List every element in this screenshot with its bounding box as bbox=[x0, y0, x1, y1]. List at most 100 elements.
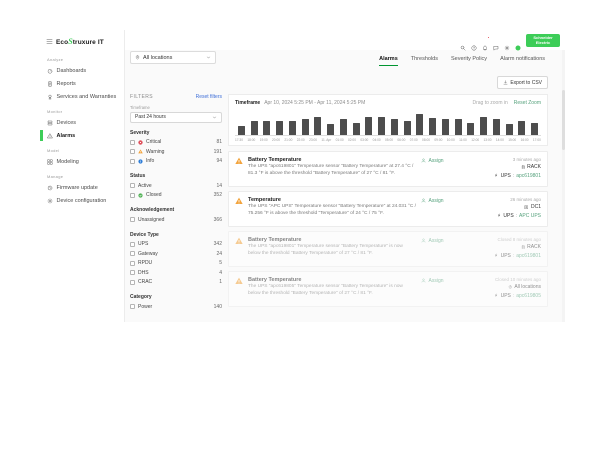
critical-severity-icon bbox=[138, 140, 143, 145]
search-icon[interactable] bbox=[460, 38, 466, 50]
chart-bar bbox=[492, 119, 500, 135]
assign-label: Assign bbox=[428, 157, 444, 164]
device-bolt-icon bbox=[494, 293, 499, 298]
schneider-electric-logo[interactable]: Schneider Electric bbox=[526, 34, 560, 47]
device-link[interactable]: apc619801 bbox=[516, 172, 541, 179]
tab-bar: Alarms Thresholds Severity Policy Alarm not… bbox=[379, 56, 545, 66]
filter-option-ups[interactable]: UPS 342 bbox=[130, 240, 222, 250]
tab-alarm-notifications[interactable]: Alarm notifications bbox=[500, 56, 545, 62]
filter-count: 4 bbox=[219, 269, 222, 276]
sidebar-item-reports[interactable]: Reports bbox=[40, 77, 124, 90]
reset-filters-link[interactable]: Reset filters bbox=[195, 94, 222, 100]
checkbox[interactable] bbox=[130, 139, 135, 145]
assign-button[interactable]: Assign bbox=[421, 238, 485, 261]
alarm-location: All locations bbox=[508, 284, 541, 290]
app-logo: EcoStruxure IT bbox=[40, 30, 124, 51]
checkbox[interactable] bbox=[130, 183, 135, 189]
export-csv-button[interactable]: Export to CSV bbox=[496, 76, 548, 89]
sidebar-item-modeling[interactable]: Modeling bbox=[40, 155, 124, 168]
checkbox[interactable] bbox=[130, 279, 135, 285]
checkbox[interactable] bbox=[130, 241, 135, 247]
chart-x-axis: 17:30 18:00 19:00 20:00 21:00 22:00 23:00 11. A… bbox=[235, 138, 541, 142]
x-tick-label: 11. Apr bbox=[321, 137, 332, 142]
scrollbar-thumb[interactable] bbox=[562, 90, 565, 150]
filter-group-label-status: Status bbox=[130, 173, 146, 179]
assign-button[interactable]: Assign bbox=[421, 158, 485, 181]
sidebar-item-label: Firmware update bbox=[56, 184, 98, 191]
sidebar-section-label-monitor: Monitor bbox=[47, 109, 63, 114]
x-tick-label: 09:00 bbox=[434, 137, 443, 142]
filter-option-power[interactable]: Power 140 bbox=[130, 302, 222, 312]
chart-bar bbox=[518, 120, 526, 135]
chart-bar bbox=[250, 120, 258, 135]
chart-bar bbox=[365, 117, 373, 135]
sidebar-item-device-configuration[interactable]: Device configuration bbox=[40, 194, 124, 207]
checkbox[interactable] bbox=[130, 149, 135, 155]
filter-count: 191 bbox=[213, 148, 222, 155]
alarm-card[interactable]: Battery Temperature The UPS "apc619801" T… bbox=[228, 230, 548, 267]
sidebar-item-label: Services and Warranties bbox=[56, 93, 117, 100]
filter-option-active[interactable]: Active 14 bbox=[130, 181, 222, 191]
help-icon[interactable] bbox=[471, 38, 477, 50]
tab-alarms[interactable]: Alarms bbox=[379, 56, 398, 66]
sidebar-item-services-and-warranties[interactable]: Services and Warranties bbox=[40, 90, 124, 103]
sidebar-item-devices[interactable]: Devices bbox=[40, 116, 124, 129]
notifications-icon[interactable] bbox=[482, 36, 490, 50]
scrollbar[interactable] bbox=[562, 50, 565, 322]
user-avatar-icon[interactable] bbox=[515, 38, 521, 50]
chart-bars-area[interactable] bbox=[235, 110, 541, 136]
assign-button[interactable]: Assign bbox=[421, 198, 485, 221]
alarm-card[interactable]: Battery Temperature The UPS "apc619805" T… bbox=[228, 270, 548, 307]
tab-thresholds[interactable]: Thresholds bbox=[410, 56, 438, 62]
filter-option-warning[interactable]: Warning 191 bbox=[130, 147, 222, 157]
alarm-card[interactable]: Battery Temperature The UPS "apc619801" T… bbox=[228, 150, 548, 187]
filter-count: 366 bbox=[213, 216, 222, 223]
sidebar-item-firmware-update[interactable]: Firmware update bbox=[40, 181, 124, 194]
device-type-label: UPS bbox=[503, 212, 514, 219]
filter-option-dhs[interactable]: DHS 4 bbox=[130, 268, 222, 278]
alarm-card[interactable]: Temperature The UPS "APC UPS" Temperature… bbox=[228, 190, 548, 227]
filter-option-crac[interactable]: CRAC 1 bbox=[130, 278, 222, 288]
x-tick-label: 17:30 bbox=[235, 137, 243, 142]
filter-group-label-acknowledgement: Acknowledgement bbox=[130, 207, 175, 213]
device-link[interactable]: APC UPS bbox=[519, 212, 541, 219]
checkbox[interactable] bbox=[130, 260, 135, 266]
tab-severity-policy[interactable]: Severity Policy bbox=[450, 56, 488, 62]
sidebar-item-alarms[interactable]: Alarms bbox=[40, 129, 124, 142]
timeframe-select[interactable]: Past 24 hours bbox=[130, 111, 222, 123]
checkbox[interactable] bbox=[130, 217, 135, 223]
sidebar-item-dashboards[interactable]: Dashboards bbox=[40, 64, 124, 77]
alarm-title: Battery Temperature bbox=[248, 156, 302, 163]
device-link[interactable]: apc619805 bbox=[516, 292, 541, 299]
x-tick-label: 05:00 bbox=[385, 137, 393, 142]
filter-option-closed[interactable]: Closed 352 bbox=[130, 191, 222, 201]
checkbox[interactable] bbox=[130, 192, 135, 198]
reset-zoom-link[interactable]: Reset Zoom bbox=[513, 100, 541, 106]
checkbox[interactable] bbox=[130, 304, 135, 310]
feedback-icon[interactable] bbox=[493, 38, 499, 50]
checkbox[interactable] bbox=[130, 270, 135, 276]
assign-button[interactable]: Assign bbox=[421, 278, 485, 301]
device-type-label: UPS bbox=[500, 172, 511, 179]
filter-option-rpdu[interactable]: RPDU 5 bbox=[130, 259, 222, 269]
alarm-title: Battery Temperature bbox=[248, 276, 302, 283]
filter-group-label-device-type: Device Type bbox=[130, 231, 159, 238]
filter-option-info[interactable]: Info 94 bbox=[130, 157, 222, 167]
x-tick-label: 20:00 bbox=[272, 137, 281, 142]
alarm-device: UPS: apc619801 bbox=[494, 253, 541, 259]
device-link[interactable]: apc619801 bbox=[516, 252, 541, 259]
settings-icon[interactable] bbox=[504, 38, 510, 50]
x-tick-label: 21:00 bbox=[284, 137, 293, 142]
alarm-time: 3 minutes ago bbox=[512, 156, 541, 162]
warning-severity-icon bbox=[138, 149, 143, 154]
filter-option-unassigned[interactable]: Unassigned 366 bbox=[130, 215, 222, 225]
filter-option-gateway[interactable]: Gateway 24 bbox=[130, 249, 222, 259]
filter-option-critical[interactable]: Critical 81 bbox=[130, 138, 222, 148]
checkbox[interactable] bbox=[130, 251, 135, 257]
hamburger-menu-icon[interactable] bbox=[46, 38, 53, 45]
checkbox[interactable] bbox=[130, 158, 135, 164]
location-selector[interactable]: All locations bbox=[130, 51, 216, 64]
x-tick-label: 06:00 bbox=[397, 137, 406, 142]
info-severity-icon bbox=[138, 159, 143, 164]
location-pin-icon bbox=[135, 55, 140, 60]
